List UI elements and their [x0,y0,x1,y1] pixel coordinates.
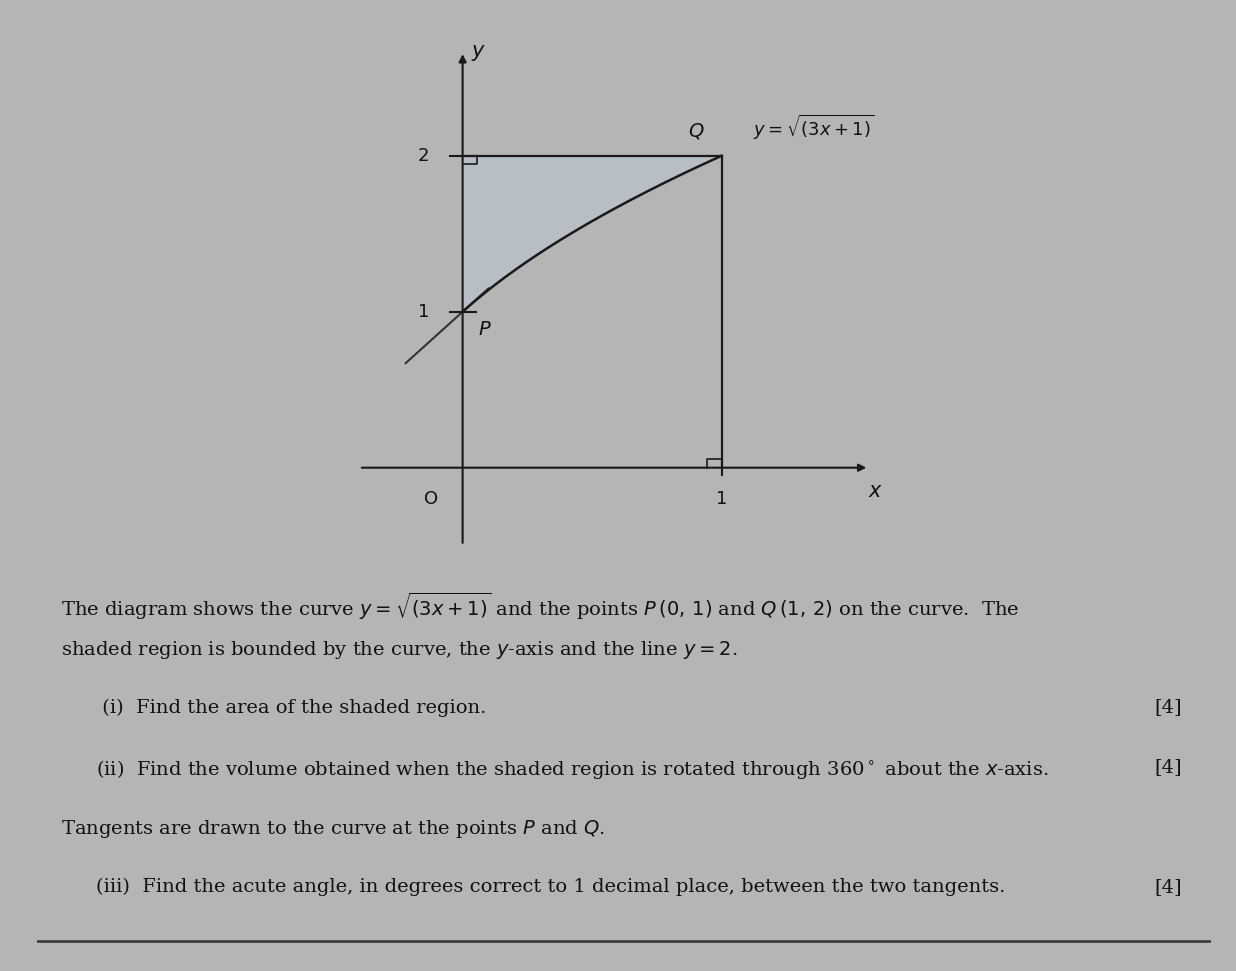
Text: shaded region is bounded by the curve, the $y$-axis and the line $y = 2$.: shaded region is bounded by the curve, t… [61,639,737,661]
Polygon shape [462,155,722,312]
Text: y: y [472,42,485,61]
Text: (i)  Find the area of the shaded region.: (i) Find the area of the shaded region. [96,698,486,717]
Text: The diagram shows the curve $y = \sqrt{(3x+1)}$ and the points $P\,(0,\,1)$ and : The diagram shows the curve $y = \sqrt{(… [61,591,1018,622]
Text: [4]: [4] [1154,878,1182,895]
Text: Tangents are drawn to the curve at the points $P$ and $Q$.: Tangents are drawn to the curve at the p… [61,818,604,840]
Text: 1: 1 [716,490,727,508]
Text: $y = \sqrt{(3x+1)}$: $y = \sqrt{(3x+1)}$ [753,114,874,143]
Text: P: P [478,319,489,339]
Text: Q: Q [688,121,703,140]
Text: 1: 1 [418,303,429,320]
Text: 2: 2 [418,147,430,165]
Text: [4]: [4] [1154,698,1182,717]
Text: x: x [868,481,880,501]
Text: (iii)  Find the acute angle, in degrees correct to 1 decimal place, between the : (iii) Find the acute angle, in degrees c… [96,878,1005,896]
Text: (ii)  Find the volume obtained when the shaded region is rotated through 360$^\c: (ii) Find the volume obtained when the s… [96,758,1048,782]
Text: O: O [424,490,439,508]
Text: [4]: [4] [1154,758,1182,776]
